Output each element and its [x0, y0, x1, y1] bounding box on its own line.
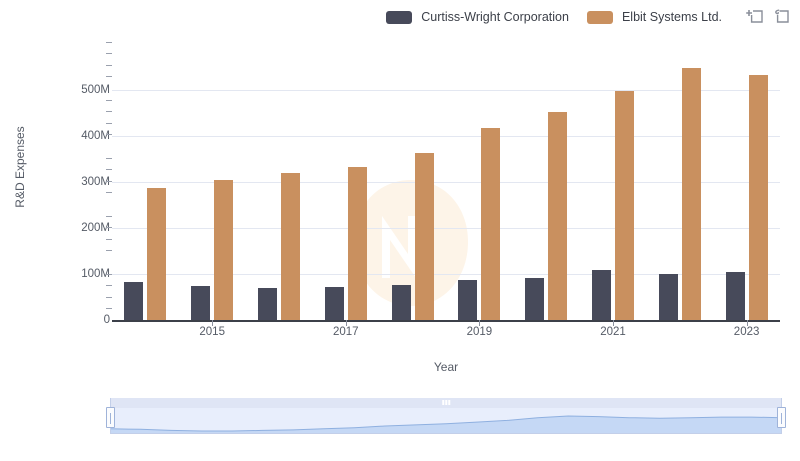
lasso-select-icon[interactable]: [772, 7, 792, 27]
legend-label-elbit-systems: Elbit Systems Ltd.: [621, 10, 722, 24]
y-minor-tick-180m: [106, 215, 112, 217]
gridline-300m: [112, 182, 780, 183]
bar-elbit-systems-2018[interactable]: [414, 152, 434, 320]
bar-curtiss-wright-2016[interactable]: [258, 288, 277, 320]
y-tick-200m: 200M: [81, 222, 110, 234]
navigator-outline: [110, 398, 782, 434]
y-minor-tick-420m: [106, 76, 112, 78]
x-axis-title: Year: [433, 360, 459, 374]
box-select-icon[interactable]: [746, 7, 766, 27]
bar-curtiss-wright-2015[interactable]: [191, 286, 211, 320]
bar-elbit-systems-2020[interactable]: [548, 112, 568, 320]
legend-item-curtiss-wright[interactable]: Curtiss-Wright Corporation: [386, 10, 569, 24]
y-minor-tick-220m: [106, 192, 112, 194]
bar-curtiss-wright-2014[interactable]: [124, 282, 144, 320]
bar-series-group: [112, 30, 780, 320]
x-tick-label-2017: 2017: [333, 326, 359, 338]
y-minor-tick-140m: [106, 238, 112, 240]
bar-curtiss-wright-2023[interactable]: [725, 271, 745, 320]
x-tick-label-2015: 2015: [199, 326, 225, 338]
bar-curtiss-wright-2021[interactable]: [592, 269, 611, 320]
y-minor-tick-260m: [106, 169, 112, 171]
navigator-handle-left[interactable]: [106, 407, 115, 428]
x-tick-label-2023: 2023: [733, 326, 760, 338]
y-tick-0: 0: [103, 314, 110, 326]
y-minor-tick-280m: [106, 157, 112, 159]
y-axis-title: R&D Expenses: [13, 126, 27, 208]
bar-elbit-systems-2014[interactable]: [147, 188, 167, 320]
bar-curtiss-wright-2019[interactable]: [458, 279, 478, 320]
bar-elbit-systems-2016[interactable]: [281, 172, 300, 320]
y-minor-tick-340m: [106, 122, 112, 124]
gridline-400m: [112, 136, 780, 137]
plot-area: R&D Expenses 0 100M 200M 300M 400M 500M …: [0, 30, 800, 390]
bar-curtiss-wright-2022[interactable]: [658, 274, 678, 320]
legend-swatch-curtiss-wright: [386, 10, 413, 24]
navigator-body[interactable]: [110, 408, 782, 434]
bar-curtiss-wright-2017[interactable]: [324, 286, 344, 320]
bar-elbit-systems-2015[interactable]: [214, 180, 234, 320]
gridline-200m: [112, 228, 780, 229]
y-minor-tick-460m: [106, 53, 112, 55]
y-minor-tick-360m: [106, 111, 112, 113]
x-tick-mark-2017: [345, 320, 347, 326]
x-tick-mark-2021: [613, 320, 614, 326]
y-minor-tick-480m: [106, 41, 112, 43]
y-minor-tick-120m: [106, 250, 112, 252]
y-minor-tick-20m: [106, 308, 112, 310]
navigator-top-bar[interactable]: [110, 398, 782, 408]
legend-item-elbit-systems[interactable]: Elbit Systems Ltd.: [586, 10, 722, 24]
legend-label-curtiss-wright: Curtiss-Wright Corporation: [421, 10, 569, 24]
navigator-preview-series: [110, 415, 782, 434]
bar-elbit-systems-2019[interactable]: [481, 128, 501, 320]
bar-elbit-systems-2021[interactable]: [615, 91, 634, 320]
y-minor-tick-60m: [106, 285, 112, 287]
bar-elbit-systems-2017[interactable]: [347, 167, 367, 320]
bar-curtiss-wright-2018[interactable]: [391, 284, 411, 320]
legend-swatch-elbit-systems: [586, 10, 613, 24]
y-tick-300m: 300M: [81, 176, 110, 188]
gridline-500m: [112, 90, 780, 91]
x-tick-label-2019: 2019: [466, 326, 493, 338]
y-minor-tick-240m: [106, 180, 112, 182]
x-tick-mark-2023: [746, 320, 748, 326]
y-axis-ticks: 0 100M 200M 300M 400M 500M: [38, 30, 110, 390]
y-minor-tick-40m: [106, 296, 112, 298]
y-tick-100m: 100M: [81, 268, 110, 280]
bar-elbit-systems-2023[interactable]: [748, 75, 768, 320]
x-tick-mark-2015: [212, 320, 214, 326]
y-minor-tick-80m: [106, 273, 112, 275]
x-axis-line: [112, 320, 780, 322]
y-tick-400m: 400M: [81, 130, 110, 142]
bar-curtiss-wright-2020[interactable]: [525, 278, 545, 320]
y-minor-tick-160m: [106, 227, 112, 229]
gridline-100m: [112, 274, 780, 275]
bar-elbit-systems-2022[interactable]: [681, 68, 701, 320]
y-minor-tick-440m: [106, 64, 112, 66]
y-tick-500m: 500M: [81, 84, 110, 96]
chart-legend: Curtiss-Wright Corporation Elbit Systems…: [0, 4, 800, 30]
y-minor-tick-380m: [106, 99, 112, 101]
navigator-handle-right[interactable]: [777, 407, 786, 428]
range-navigator[interactable]: [106, 398, 786, 438]
navigator-grip-icon: [442, 400, 450, 405]
y-minor-tick-320m: [106, 134, 112, 136]
x-tick-mark-2019: [479, 320, 481, 326]
x-tick-label-2021: 2021: [600, 326, 626, 338]
